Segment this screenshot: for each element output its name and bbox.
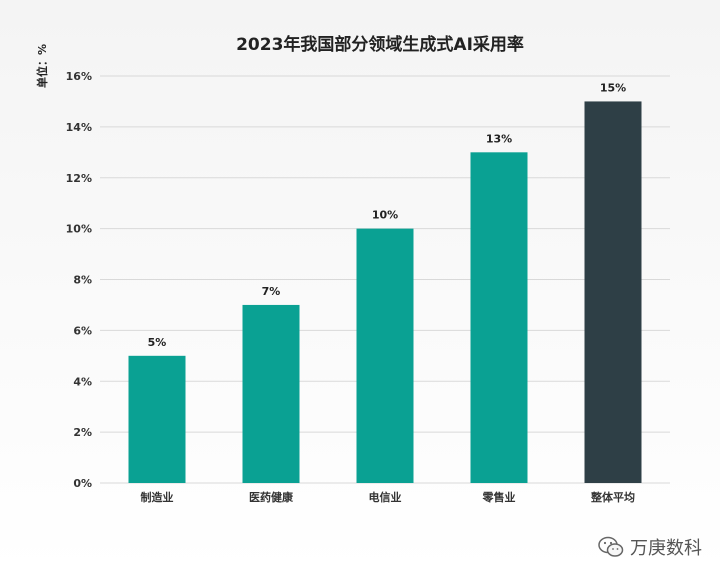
bar [470, 152, 528, 483]
y-tick-label: 14% [66, 121, 92, 134]
bar [356, 228, 414, 483]
x-axis-categories: 制造业 医药健康 电信业 零售业 整体平均 [141, 490, 636, 504]
bar-data-label: 15% [600, 81, 626, 94]
x-category-label: 零售业 [482, 490, 516, 504]
bar-data-label: 7% [262, 285, 281, 298]
bar-data-label: 10% [372, 209, 398, 222]
y-tick-label: 16% [66, 70, 92, 83]
chart-title: 2023年我国部分领域生成式AI采用率 [236, 34, 524, 55]
bars [128, 101, 642, 483]
bar [242, 304, 300, 483]
y-tick-label: 12% [66, 172, 92, 185]
bar-data-label: 13% [486, 132, 512, 145]
y-tick-label: 6% [73, 324, 92, 337]
x-category-label: 整体平均 [590, 490, 635, 504]
bar-data-label: 5% [148, 336, 167, 349]
y-axis-unit-label: 单位：% [35, 44, 49, 88]
x-category-label: 制造业 [141, 490, 174, 504]
bar [128, 355, 186, 483]
watermark: 万庚数科 [598, 534, 702, 560]
y-axis-ticks: 0% 2% 4% 6% 8% 10% 12% 14% 16% [66, 70, 92, 490]
y-tick-label: 4% [73, 375, 92, 388]
y-tick-label: 2% [73, 426, 92, 439]
y-tick-label: 10% [66, 223, 92, 236]
bar [584, 101, 642, 483]
y-tick-label: 8% [73, 274, 92, 287]
wechat-icon [598, 536, 624, 557]
x-category-label: 电信业 [369, 490, 402, 504]
x-category-label: 医药健康 [249, 490, 294, 504]
y-tick-label: 0% [73, 477, 92, 490]
data-labels: 5% 7% 10% 13% 15% [148, 81, 627, 348]
watermark-text: 万庚数科 [630, 538, 702, 559]
